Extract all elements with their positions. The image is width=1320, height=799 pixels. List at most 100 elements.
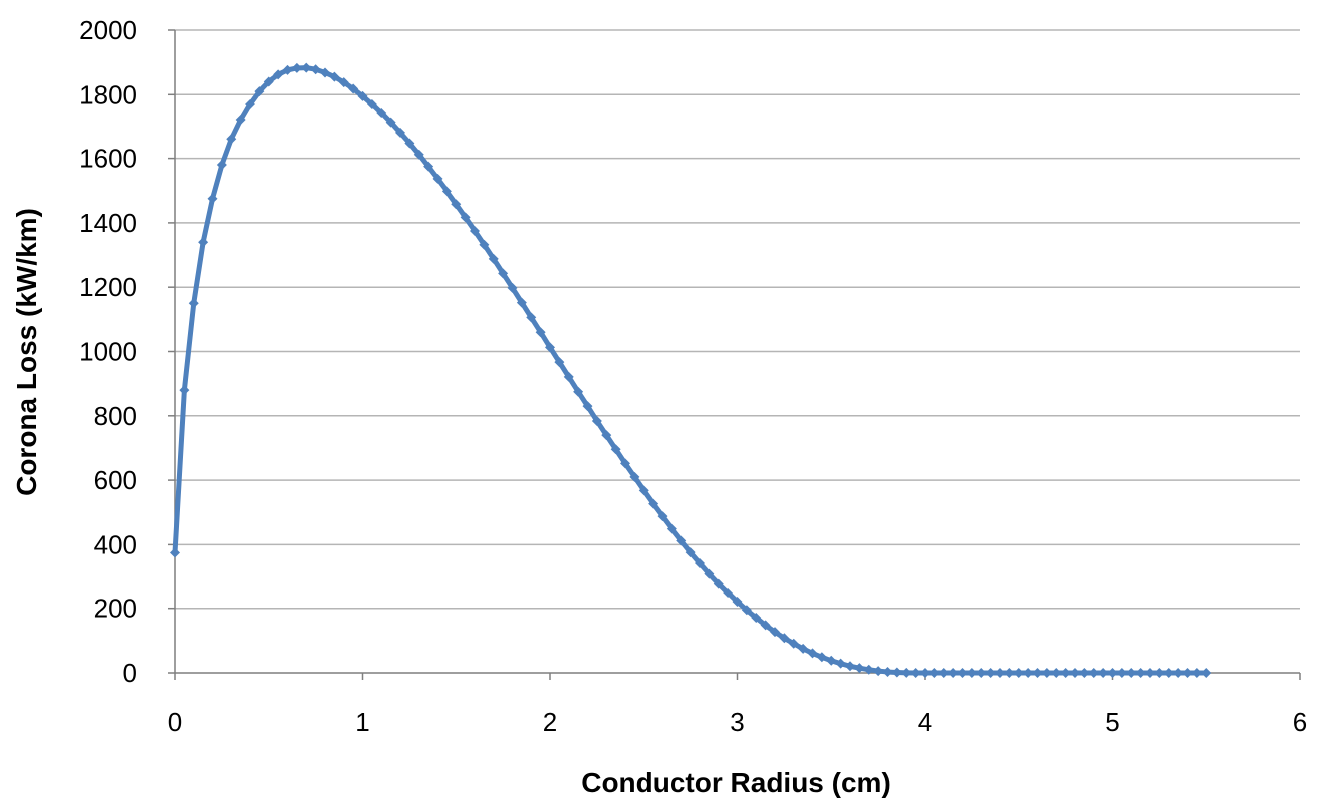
x-tick-label: 2 — [543, 707, 557, 737]
data-point-marker — [882, 667, 893, 678]
data-point-marker — [1173, 668, 1184, 678]
data-point-marker — [1032, 668, 1043, 678]
data-point-marker — [207, 193, 218, 204]
data-point-marker — [329, 71, 340, 82]
data-point-marker — [1004, 668, 1015, 678]
data-point-marker — [423, 161, 434, 172]
data-point-marker — [1191, 668, 1202, 678]
x-tick-label: 5 — [1105, 707, 1119, 737]
data-point-marker — [582, 401, 593, 412]
data-point-marker — [741, 605, 752, 616]
data-point-marker — [310, 64, 321, 75]
data-point-marker — [1098, 668, 1109, 678]
data-point-marker — [1070, 668, 1080, 678]
data-point-marker — [545, 342, 555, 353]
data-point-marker — [488, 253, 499, 264]
data-point-marker — [826, 655, 837, 666]
data-point-marker — [291, 62, 302, 73]
data-point-marker — [216, 160, 227, 171]
data-point-marker — [1023, 668, 1034, 678]
x-axis-title: Conductor Radius (cm) — [581, 767, 891, 798]
data-point-marker — [1163, 668, 1174, 678]
data-point-marker — [535, 327, 546, 338]
series-markers — [170, 62, 1212, 678]
data-point-marker — [1088, 668, 1099, 678]
data-point-marker — [760, 620, 771, 631]
data-point-marker — [1135, 668, 1146, 678]
data-point-marker — [732, 596, 743, 607]
data-point-marker — [1051, 668, 1062, 678]
y-axis-title: Corona Loss (kW/km) — [11, 208, 42, 496]
data-point-marker — [995, 668, 1005, 678]
data-point-marker — [648, 498, 659, 509]
y-tick-label: 1800 — [79, 79, 137, 109]
data-point-marker — [610, 444, 621, 455]
data-point-marker — [891, 667, 902, 678]
data-point-marker — [816, 652, 827, 663]
data-point-marker — [516, 297, 527, 308]
data-point-marker — [873, 666, 884, 677]
data-point-marker — [966, 668, 977, 678]
data-point-marker — [179, 385, 190, 396]
data-point-marker — [301, 62, 312, 73]
data-point-marker — [845, 661, 855, 672]
data-point-marker — [479, 239, 490, 250]
data-point-marker — [563, 371, 574, 382]
data-point-marker — [601, 430, 612, 441]
gridlines — [175, 29, 1300, 610]
data-point-marker — [938, 668, 949, 678]
data-point-marker — [451, 199, 462, 210]
y-tick-label: 1200 — [79, 272, 137, 302]
axes — [168, 29, 1301, 680]
x-tick-label: 1 — [355, 707, 369, 737]
data-point-marker — [713, 578, 724, 589]
data-point-marker — [779, 633, 790, 644]
data-point-marker — [638, 485, 649, 496]
y-tick-label: 0 — [123, 658, 137, 688]
data-point-marker — [245, 98, 255, 109]
data-point-marker — [460, 212, 471, 223]
data-point-marker — [788, 638, 799, 649]
data-point-marker — [235, 115, 246, 126]
data-point-marker — [910, 668, 921, 678]
data-point-marker — [404, 138, 415, 149]
x-tick-label: 3 — [730, 707, 744, 737]
data-point-marker — [1201, 668, 1212, 678]
data-point-marker — [807, 648, 818, 659]
data-point-marker — [507, 282, 518, 293]
data-point-marker — [770, 627, 780, 638]
y-tick-label: 2000 — [79, 15, 137, 45]
y-tick-label: 1600 — [79, 144, 137, 174]
data-point-marker — [920, 668, 930, 678]
data-point-marker — [226, 134, 237, 145]
data-point-marker — [470, 225, 480, 236]
data-point-marker — [723, 587, 734, 598]
data-point-marker — [1013, 668, 1024, 678]
data-point-marker — [666, 523, 677, 534]
data-point-marker — [1145, 668, 1155, 678]
data-point-marker — [901, 667, 912, 678]
data-point-marker — [432, 173, 443, 184]
y-tick-label: 1400 — [79, 208, 137, 238]
data-point-marker — [957, 668, 968, 678]
data-point-marker — [1126, 668, 1137, 678]
data-point-marker — [1107, 668, 1118, 678]
data-point-marker — [282, 64, 293, 75]
data-point-marker — [1060, 668, 1071, 678]
data-point-marker — [348, 83, 359, 94]
data-point-marker — [554, 357, 565, 368]
data-point-marker — [338, 77, 349, 88]
data-point-marker — [395, 127, 405, 138]
y-tick-label: 1000 — [79, 337, 137, 367]
x-tick-labels: 0 1 2 3 4 5 6 — [168, 707, 1307, 737]
data-point-marker — [198, 237, 209, 248]
data-point-marker — [629, 471, 640, 482]
data-point-marker — [685, 547, 696, 558]
data-point-marker — [376, 107, 387, 118]
data-point-marker — [591, 415, 602, 426]
data-point-marker — [835, 658, 846, 669]
data-point-marker — [1182, 668, 1193, 678]
data-point-marker — [854, 663, 865, 674]
data-point-marker — [1154, 668, 1165, 678]
data-point-marker — [657, 511, 668, 522]
